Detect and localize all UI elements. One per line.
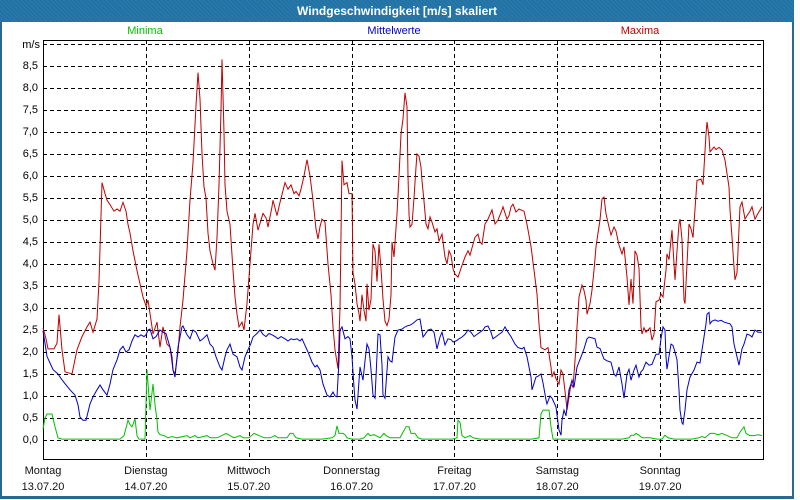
y-tick-label: 7,5 — [22, 104, 38, 116]
window-titlebar: Windgeschwindigkeit [m/s] skaliert — [0, 0, 794, 22]
legend-maxima: Maxima — [620, 25, 660, 37]
y-tick-label: 6,5 — [22, 148, 38, 160]
legend-minima: Minima — [127, 25, 163, 37]
y-tick-label: 3,0 — [22, 302, 38, 314]
y-tick-label: 7,0 — [22, 126, 38, 138]
day-name-label: Samstag — [535, 465, 579, 477]
day-date-label: 18.07.20 — [535, 481, 579, 493]
minima-series-line — [42, 369, 763, 440]
y-tick-label: 8,5 — [22, 60, 38, 72]
y-tick-label: 4,5 — [22, 236, 38, 248]
day-date-label: 17.07.20 — [433, 481, 476, 493]
day-date-label: 14.07.20 — [124, 481, 168, 493]
day-name-label: Donnerstag — [323, 465, 380, 477]
day-date-label: 15.07.20 — [227, 481, 271, 493]
y-axis-unit-label: m/s — [22, 39, 40, 51]
day-name-label: Mittwoch — [227, 465, 271, 477]
y-tick-label: 5,0 — [22, 214, 38, 226]
y-tick-label: 0,0 — [22, 434, 38, 446]
plot-canvas — [42, 40, 764, 460]
day-name-label: Dienstag — [124, 465, 168, 477]
day-name-label: Sonntag — [639, 465, 681, 477]
maxima-series-line — [42, 59, 763, 411]
day-date-label: 13.07.20 — [21, 481, 65, 493]
y-tick-label: 0,5 — [22, 412, 38, 424]
y-tick-label: 1,0 — [22, 390, 38, 402]
y-tick-label: 6,0 — [22, 170, 38, 182]
y-tick-label: 8,0 — [22, 82, 38, 94]
legend-mittelwerte: Mittelwerte — [367, 25, 421, 37]
day-date-label: 19.07.20 — [638, 481, 682, 493]
day-name-label: Montag — [24, 465, 62, 477]
y-tick-label: 2,0 — [22, 346, 38, 358]
mittelwerte-series-line — [42, 311, 762, 436]
y-tick-label: 1,5 — [22, 368, 38, 380]
day-name-label: Freitag — [437, 465, 472, 477]
y-tick-label: 2,5 — [22, 324, 38, 336]
plot-frame — [43, 40, 764, 460]
day-date-label: 16.07.20 — [330, 481, 373, 493]
window-title: Windgeschwindigkeit [m/s] skaliert — [297, 4, 497, 18]
y-tick-label: 3,5 — [22, 280, 38, 292]
y-tick-label: 4,0 — [22, 258, 38, 270]
y-tick-label: 5,5 — [22, 192, 38, 204]
